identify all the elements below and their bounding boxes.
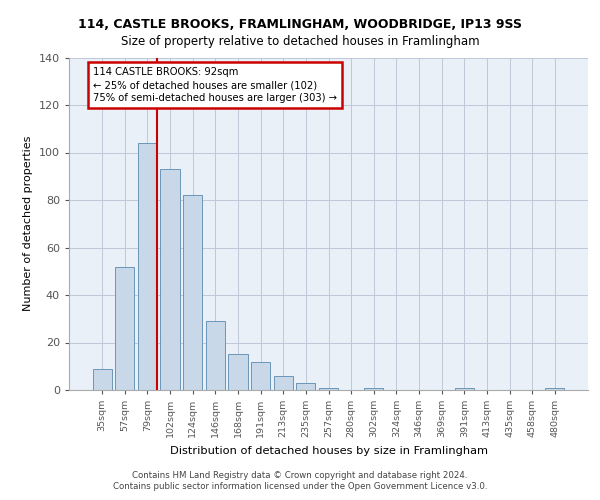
Bar bbox=[296, 383, 316, 390]
Text: Contains HM Land Registry data © Crown copyright and database right 2024.: Contains HM Land Registry data © Crown c… bbox=[132, 471, 468, 480]
Text: Size of property relative to detached houses in Framlingham: Size of property relative to detached ho… bbox=[121, 35, 479, 48]
Text: 114, CASTLE BROOKS, FRAMLINGHAM, WOODBRIDGE, IP13 9SS: 114, CASTLE BROOKS, FRAMLINGHAM, WOODBRI… bbox=[78, 18, 522, 30]
Bar bbox=[229, 354, 248, 390]
Bar bbox=[92, 368, 112, 390]
Bar bbox=[274, 376, 293, 390]
Bar bbox=[206, 321, 225, 390]
Bar bbox=[364, 388, 383, 390]
Bar bbox=[183, 195, 202, 390]
Y-axis label: Number of detached properties: Number of detached properties bbox=[23, 136, 33, 312]
Bar bbox=[138, 143, 157, 390]
Bar bbox=[160, 169, 180, 390]
Bar bbox=[545, 388, 565, 390]
Bar bbox=[455, 388, 474, 390]
Bar bbox=[115, 266, 134, 390]
X-axis label: Distribution of detached houses by size in Framlingham: Distribution of detached houses by size … bbox=[170, 446, 487, 456]
Bar bbox=[251, 362, 270, 390]
Text: Contains public sector information licensed under the Open Government Licence v3: Contains public sector information licen… bbox=[113, 482, 487, 491]
Text: 114 CASTLE BROOKS: 92sqm
← 25% of detached houses are smaller (102)
75% of semi-: 114 CASTLE BROOKS: 92sqm ← 25% of detach… bbox=[93, 67, 337, 104]
Bar bbox=[319, 388, 338, 390]
